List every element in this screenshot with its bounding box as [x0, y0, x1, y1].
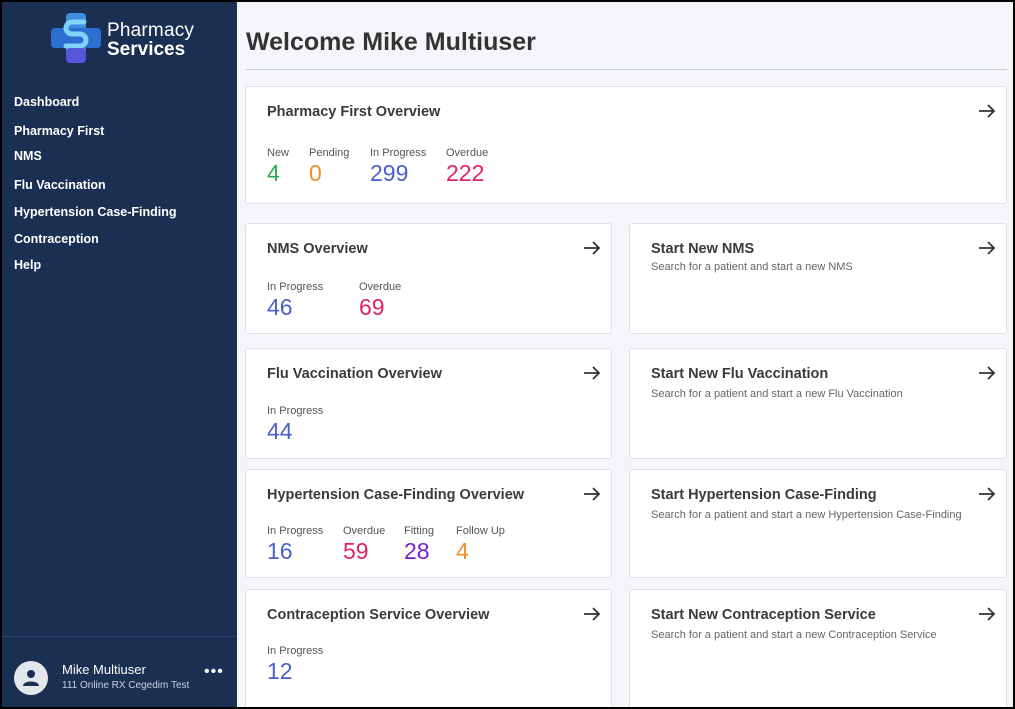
card-title: Pharmacy First Overview: [267, 104, 441, 120]
stat-fitting[interactable]: Fitting 28: [404, 525, 434, 565]
arrow-right-icon[interactable]: [583, 240, 601, 256]
stat-overdue[interactable]: Overdue 222: [446, 147, 488, 187]
stat-value: 69: [359, 294, 385, 320]
user-panel: Mike Multiuser 111 Online RX Cegedim Tes…: [2, 636, 237, 707]
arrow-right-icon[interactable]: [583, 606, 601, 622]
stat-in-progress[interactable]: In Progress 44: [267, 405, 323, 445]
card-title: Start New Flu Vaccination: [651, 366, 829, 382]
stat-value: 222: [446, 160, 485, 186]
sidebar: Pharmacy Services Dashboard Pharmacy Fir…: [2, 2, 237, 707]
stat-value: 12: [267, 658, 293, 684]
stat-follow-up[interactable]: Follow Up 4: [456, 525, 505, 565]
arrow-right-icon[interactable]: [978, 606, 996, 622]
stat-value: 299: [370, 160, 409, 186]
card-subtitle: Search for a patient and start a new Flu…: [651, 388, 903, 400]
arrow-right-icon[interactable]: [583, 365, 601, 381]
stat-value: 59: [343, 538, 369, 564]
logo-text-line1: Pharmacy: [107, 20, 195, 41]
card-title: Start New NMS: [651, 241, 755, 257]
card-subtitle: Search for a patient and start a new Hyp…: [651, 509, 962, 521]
flu-vaccination-overview-card[interactable]: Flu Vaccination Overview In Progress 44: [245, 348, 612, 459]
stat-label: Fitting: [404, 525, 434, 537]
start-contraception-card[interactable]: Start New Contraception Service Search f…: [629, 589, 1007, 707]
sidebar-item-flu-vaccination[interactable]: Flu Vaccination: [14, 178, 106, 192]
card-subtitle: Search for a patient and start a new NMS: [651, 261, 853, 273]
arrow-right-icon[interactable]: [978, 365, 996, 381]
stat-value: 4: [267, 160, 280, 186]
stat-label: In Progress: [267, 525, 324, 537]
user-organisation: 111 Online RX Cegedim Test: [62, 680, 190, 691]
logo-text-line2: Services: [107, 39, 186, 60]
card-subtitle: Search for a patient and start a new Con…: [651, 629, 937, 641]
title-divider: [245, 69, 1007, 70]
stat-overdue[interactable]: Overdue 59: [343, 525, 385, 565]
start-new-nms-card[interactable]: Start New NMS Search for a patient and s…: [629, 223, 1007, 334]
page-title: Welcome Mike Multiuser: [246, 28, 536, 56]
stat-pending[interactable]: Pending 0: [309, 147, 349, 187]
logo[interactable]: Pharmacy Services: [50, 12, 200, 64]
stat-value: 4: [456, 538, 469, 564]
arrow-right-icon[interactable]: [583, 486, 601, 502]
card-title: Contraception Service Overview: [267, 607, 490, 623]
sidebar-item-hypertension[interactable]: Hypertension Case-Finding: [14, 205, 177, 219]
stat-value: 44: [267, 418, 293, 444]
stat-in-progress[interactable]: In Progress 12: [267, 645, 323, 685]
stat-label: In Progress: [267, 645, 324, 657]
contraception-overview-card[interactable]: Contraception Service Overview In Progre…: [245, 589, 612, 707]
nms-overview-card[interactable]: NMS Overview In Progress 46 Overdue 69: [245, 223, 612, 334]
sidebar-item-dashboard[interactable]: Dashboard: [14, 95, 80, 109]
pharmacy-first-overview-card[interactable]: Pharmacy First Overview New 4 Pending 0 …: [245, 86, 1007, 204]
main-content: Welcome Mike Multiuser Pharmacy First Ov…: [237, 2, 1013, 707]
start-hypertension-card[interactable]: Start Hypertension Case-Finding Search f…: [629, 469, 1007, 578]
card-title: NMS Overview: [267, 241, 368, 257]
stat-label: Overdue: [343, 525, 386, 537]
card-title: Start New Contraception Service: [651, 607, 876, 623]
card-title: Flu Vaccination Overview: [267, 366, 442, 382]
more-options-button[interactable]: •••: [204, 663, 224, 680]
arrow-right-icon[interactable]: [978, 240, 996, 256]
stat-value: 46: [267, 294, 293, 320]
card-title: Start Hypertension Case-Finding: [651, 487, 877, 503]
arrow-right-icon[interactable]: [978, 486, 996, 502]
card-title: Hypertension Case-Finding Overview: [267, 487, 525, 503]
start-new-flu-vaccination-card[interactable]: Start New Flu Vaccination Search for a p…: [629, 348, 1007, 459]
sidebar-item-contraception[interactable]: Contraception: [14, 232, 99, 246]
sidebar-item-nms[interactable]: NMS: [14, 149, 42, 163]
stat-label: In Progress: [267, 281, 324, 293]
stat-label: Pending: [309, 147, 350, 159]
hypertension-overview-card[interactable]: Hypertension Case-Finding Overview In Pr…: [245, 469, 612, 578]
user-icon: [23, 670, 39, 686]
user-name: Mike Multiuser: [62, 662, 146, 677]
avatar[interactable]: [14, 661, 48, 695]
arrow-right-icon[interactable]: [978, 103, 996, 119]
stat-label: Follow Up: [456, 525, 505, 537]
stat-label: Overdue: [446, 147, 489, 159]
stat-label: In Progress: [267, 405, 324, 417]
stat-value: 16: [267, 538, 293, 564]
stat-in-progress[interactable]: In Progress 16: [267, 525, 323, 565]
stat-value: 0: [309, 160, 322, 186]
stat-label: In Progress: [370, 147, 427, 159]
pharmacy-cross-logo-icon: [51, 13, 101, 63]
sidebar-item-pharmacy-first[interactable]: Pharmacy First: [14, 124, 105, 138]
stat-label: New: [267, 147, 290, 159]
sidebar-item-help[interactable]: Help: [14, 258, 42, 272]
stat-overdue[interactable]: Overdue 69: [359, 281, 401, 321]
stat-in-progress[interactable]: In Progress 299: [370, 147, 426, 187]
stat-value: 28: [404, 538, 430, 564]
stat-in-progress[interactable]: In Progress 46: [267, 281, 323, 321]
stat-new[interactable]: New 4: [267, 147, 289, 187]
stat-label: Overdue: [359, 281, 402, 293]
